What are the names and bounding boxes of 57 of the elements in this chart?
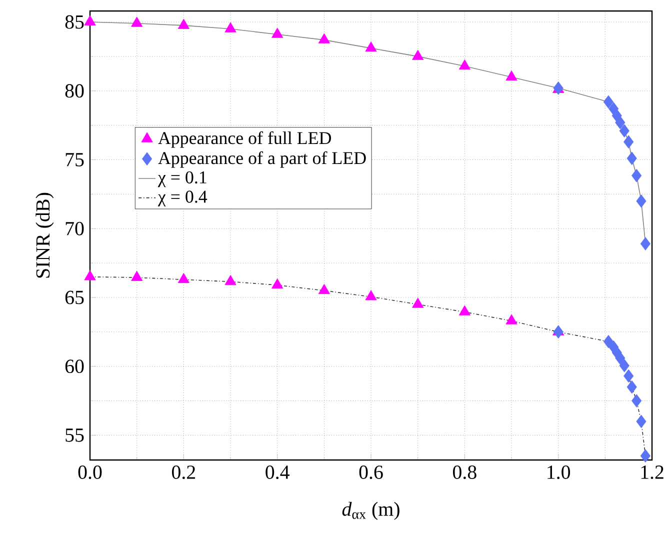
- point: [131, 16, 143, 27]
- point: [626, 152, 637, 166]
- legend-label: Appearance of full LED: [158, 131, 332, 148]
- point: [84, 15, 96, 26]
- point: [412, 298, 424, 308]
- y-tick-label: 65: [65, 290, 84, 304]
- point: [131, 270, 143, 281]
- point: [178, 272, 190, 284]
- point: [615, 351, 626, 365]
- x-tick-label: 0.4: [266, 466, 290, 480]
- point: [84, 270, 96, 280]
- point: [224, 22, 236, 32]
- y-tick-label: 60: [65, 360, 84, 374]
- point: [619, 124, 630, 138]
- point: [506, 314, 518, 324]
- x-tick-label: 0.0: [78, 466, 102, 480]
- x-tick-label: 1.2: [641, 466, 664, 479]
- point: [458, 305, 470, 316]
- point: [640, 237, 651, 250]
- legend-label: Appearance of a part of LED: [158, 151, 366, 168]
- point: [603, 334, 614, 348]
- point: [224, 274, 236, 286]
- point: [624, 369, 634, 383]
- point: [624, 135, 634, 149]
- point: [640, 449, 651, 463]
- point: [365, 290, 377, 300]
- point: [603, 95, 614, 109]
- point: [178, 18, 190, 29]
- point: [365, 42, 377, 52]
- x-tick-label: 0.2: [172, 466, 196, 480]
- y-tick-label: 75: [66, 153, 84, 166]
- point: [636, 194, 646, 208]
- y-tick-label: 55: [66, 428, 84, 442]
- point: [619, 358, 630, 372]
- y-axis-title: SINR (dB): [36, 192, 54, 278]
- x-tick-label: 0.8: [452, 466, 476, 480]
- x-tick-label: 1.0: [548, 466, 570, 480]
- point: [318, 33, 330, 44]
- point: [506, 70, 518, 81]
- point: [412, 50, 424, 60]
- point: [626, 380, 637, 394]
- point: [631, 394, 642, 408]
- point: [272, 278, 284, 289]
- point: [636, 414, 646, 428]
- point: [631, 168, 642, 182]
- x-tick-label: 0.6: [359, 466, 383, 480]
- point: [615, 116, 626, 130]
- point: [458, 59, 470, 70]
- point: [553, 325, 564, 339]
- legend-label: χ = 0.4: [158, 190, 208, 206]
- y-tick-label: 70: [66, 222, 84, 236]
- point: [318, 284, 330, 294]
- y-tick-label: 80: [65, 84, 84, 98]
- x-axis-title: d$_{αx}$ (m): [342, 502, 400, 520]
- point: [272, 28, 284, 38]
- y-tick-label: 85: [65, 15, 84, 29]
- legend-label: χ = 0.1: [158, 171, 206, 188]
